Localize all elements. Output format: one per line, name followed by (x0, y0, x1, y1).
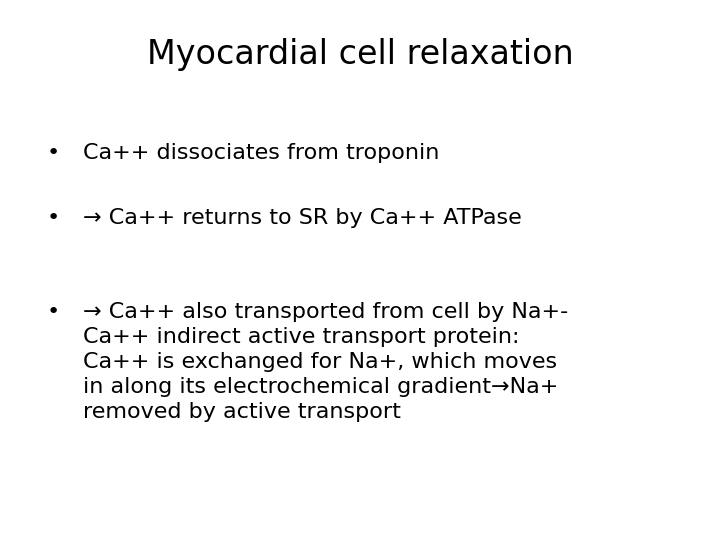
Text: → Ca++ also transported from cell by Na+-
Ca++ indirect active transport protein: → Ca++ also transported from cell by Na+… (83, 302, 568, 422)
Text: •: • (47, 143, 60, 163)
Text: •: • (47, 208, 60, 228)
Text: Myocardial cell relaxation: Myocardial cell relaxation (147, 38, 573, 71)
Text: •: • (47, 302, 60, 322)
Text: → Ca++ returns to SR by Ca++ ATPase: → Ca++ returns to SR by Ca++ ATPase (83, 208, 521, 228)
Text: Ca++ dissociates from troponin: Ca++ dissociates from troponin (83, 143, 439, 163)
